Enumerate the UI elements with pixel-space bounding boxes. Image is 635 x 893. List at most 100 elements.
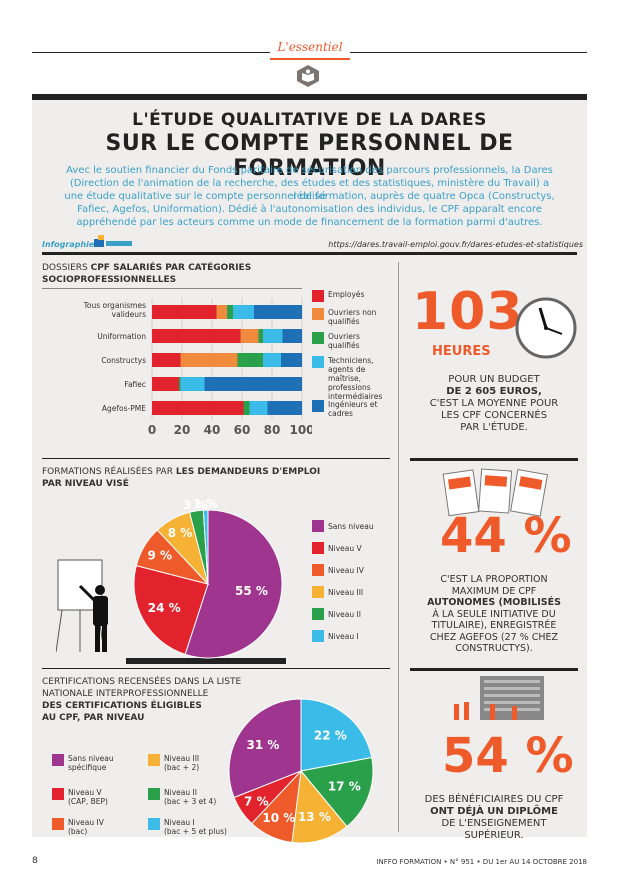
bar-segment	[204, 377, 302, 391]
legend-swatch	[312, 542, 324, 554]
book-icon	[296, 64, 320, 88]
intro-line: une étude qualitative sur le compte pers…	[64, 191, 555, 202]
legend-label: Employés	[328, 290, 365, 299]
legend-swatch	[312, 630, 324, 642]
legend-swatch	[312, 400, 324, 412]
legend-label: Niveau III	[328, 588, 364, 597]
legend-label: Niveau IV (bac)	[68, 818, 104, 836]
stat2-text: C'EST LA PROPORTION MAXIMUM DE CPF AUTONOM…	[427, 574, 561, 654]
bar-segment	[227, 305, 233, 319]
stat-rule	[410, 458, 578, 461]
stat2-value: 44 %	[440, 508, 572, 564]
legend-swatch	[148, 754, 160, 766]
legend-swatch	[148, 788, 160, 800]
building-illustration	[450, 674, 550, 726]
intro-line: (Direction de l'animation de la recherch…	[69, 178, 550, 202]
section-divider	[42, 668, 390, 669]
card-top-rule	[32, 94, 587, 100]
bar-segment	[240, 329, 259, 343]
legend-label: Sans niveau spécifique	[68, 754, 114, 772]
pie-data-label: 3 %	[183, 498, 208, 512]
title-line2: SUR LE COMPTE PERSONNEL DE FORMATION	[105, 131, 514, 181]
pie-slice	[300, 756, 374, 828]
bar-segment	[263, 353, 281, 367]
bar-segment	[281, 353, 302, 367]
legend-swatch	[312, 356, 324, 368]
bar-segment	[216, 305, 227, 319]
bar-chart: 0 20 40 60 80 100 Tous organismes valideurs Unif…	[83, 298, 312, 437]
legend-swatch	[148, 818, 160, 830]
bar-segment	[243, 401, 250, 415]
bar-segment	[282, 329, 302, 343]
legend-label: Niveau II	[328, 610, 361, 619]
legend-label: Niveau III (bac + 2)	[164, 754, 200, 772]
pie-data-label: 17 %	[328, 780, 361, 794]
x-tick-label: 0	[148, 423, 156, 437]
bar-segment	[233, 305, 254, 319]
section-divider	[42, 458, 390, 459]
pie-slice	[184, 509, 283, 659]
x-tick-label: 100	[289, 423, 312, 437]
pie-data-label: 9 %	[148, 548, 173, 562]
bar-segment	[179, 377, 181, 391]
pie-chart-demandeurs: 55 % 24 % 9 % 8 % 3 %1 %	[133, 497, 283, 659]
pie-data-label: 8 %	[168, 526, 193, 540]
section-label: L'essentiel	[270, 40, 350, 60]
bar-segment	[180, 353, 238, 367]
intro-line: Avec le soutien financier du Fonds parit…	[66, 165, 553, 176]
legend-label: Ingénieurs et cadres	[328, 400, 378, 418]
bar-segment	[152, 353, 181, 367]
legend-label: Ouvriers qualifiés	[328, 332, 360, 350]
bar-segment	[180, 377, 205, 391]
bar-segment	[152, 377, 179, 391]
x-tick-label: 40	[204, 423, 221, 437]
x-tick-label: 20	[174, 423, 191, 437]
stat1-value: 103	[412, 282, 524, 342]
row-label: Tous organismes valideurs	[83, 301, 147, 319]
clock-icon	[514, 296, 578, 360]
legend-swatch	[52, 818, 64, 830]
bar-segment	[152, 329, 241, 343]
legend-label: Niveau V	[328, 544, 362, 553]
legend-label: Niveau IV	[328, 566, 364, 575]
bar-segment	[237, 353, 263, 367]
infographie-credit: Infographie	[42, 240, 95, 249]
bar-segment	[254, 305, 302, 319]
legend-label: Niveau I	[328, 632, 359, 641]
legend-label: Ouvriers non qualifiés	[328, 308, 377, 326]
stat-rule	[410, 668, 578, 671]
legend-swatch	[312, 608, 324, 620]
pie-base	[126, 658, 286, 664]
intro-line: appréhendé par les acteurs comme un mode…	[76, 217, 543, 228]
pie-data-label: 31 %	[247, 738, 280, 752]
source-url: https://dares.travail-emploi.gouv.fr/dar…	[328, 240, 583, 249]
pie-chart-certifications: 22 % 17 % 13 %10 % 7 % 31 %	[228, 698, 374, 844]
bar-segment	[267, 401, 302, 415]
legend-label: Techniciens, agents de maîtrise, profess…	[328, 356, 383, 401]
bar-segment	[258, 329, 263, 343]
legend-swatch	[312, 290, 324, 302]
bar-segment	[263, 329, 283, 343]
section-rule	[42, 252, 577, 255]
pie-slice	[202, 509, 209, 585]
pie-data-label: 22 %	[314, 729, 347, 743]
legend-swatch	[312, 308, 324, 320]
x-tick-label: 80	[264, 423, 281, 437]
row-label: Constructys	[101, 356, 146, 365]
title-line1: L'ÉTUDE QUALITATIVE DE LA DARES	[132, 110, 487, 130]
legend-swatch	[312, 520, 324, 532]
pie-data-label: 7 %	[244, 794, 269, 808]
chart3-title: CERTIFICATIONS RECENSÉES DANS LA LISTE NA…	[42, 677, 242, 723]
bar-segment	[152, 305, 217, 319]
pie-data-label: 10 %	[262, 811, 295, 825]
legend-label: Niveau II (bac + 3 et 4)	[164, 788, 217, 806]
pie-data-label: 55 %	[235, 584, 268, 598]
legend-swatch	[52, 754, 64, 766]
legend-swatch	[312, 586, 324, 598]
chart1-title: DOSSIERS CPF SALARIÉS PAR CATÉGORIES SOC…	[42, 263, 252, 285]
x-tick-label: 60	[234, 423, 251, 437]
legend-label: Niveau I (bac + 5 et plus)	[164, 818, 227, 836]
column-divider	[398, 262, 399, 832]
chart1-rule	[42, 288, 302, 289]
publication-info: INFFO FORMATION • N° 951 • DU 1er AU 14 …	[376, 858, 587, 866]
